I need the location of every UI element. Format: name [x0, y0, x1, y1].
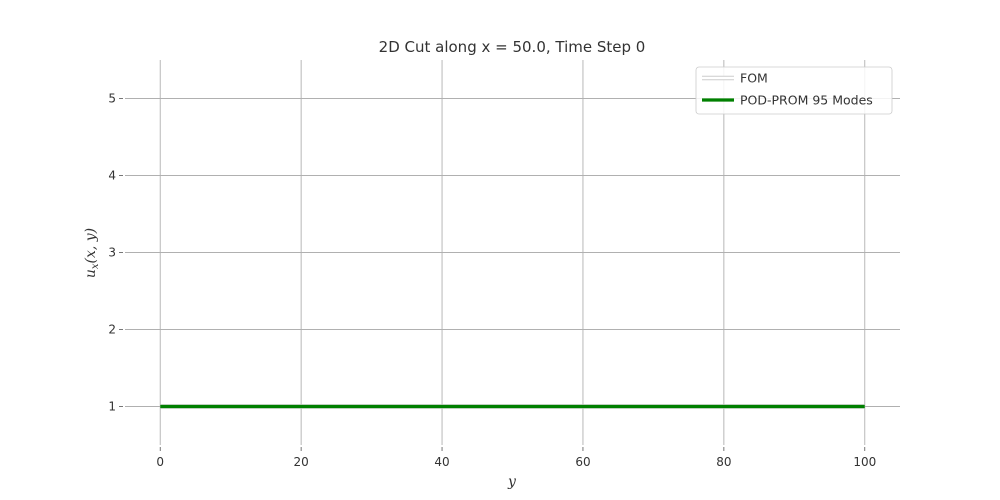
legend-label: FOM: [740, 71, 768, 86]
legend-label: POD-PROM 95 Modes: [740, 93, 873, 108]
x-tick-label: 60: [575, 455, 590, 469]
ticks: 0 20 40 60 80 100 1 2 3 4 5: [108, 92, 876, 470]
x-axis-label: y: [507, 474, 517, 490]
y-axis-label: ux(x, y): [83, 228, 101, 278]
y-tick-label: 2: [108, 323, 116, 337]
x-tick-label: 40: [434, 455, 449, 469]
x-tick-label: 100: [853, 455, 876, 469]
legend: FOM POD-PROM 95 Modes: [695, 66, 893, 115]
x-tick-label: 0: [156, 455, 164, 469]
chart-title: 2D Cut along x = 50.0, Time Step 0: [379, 38, 646, 56]
legend-box: [695, 66, 893, 115]
y-tick-label: 1: [108, 400, 116, 414]
x-tick-label: 20: [293, 455, 308, 469]
x-tick-label: 80: [716, 455, 731, 469]
y-tick-label: 3: [108, 246, 116, 260]
grid: [125, 60, 900, 445]
y-axis-label-main: u: [83, 269, 99, 278]
y-axis-label-args: (x, y): [83, 228, 99, 264]
y-axis-label-subscript: x: [90, 263, 101, 269]
y-tick-label: 5: [108, 92, 116, 106]
y-tick-label: 4: [108, 169, 116, 183]
